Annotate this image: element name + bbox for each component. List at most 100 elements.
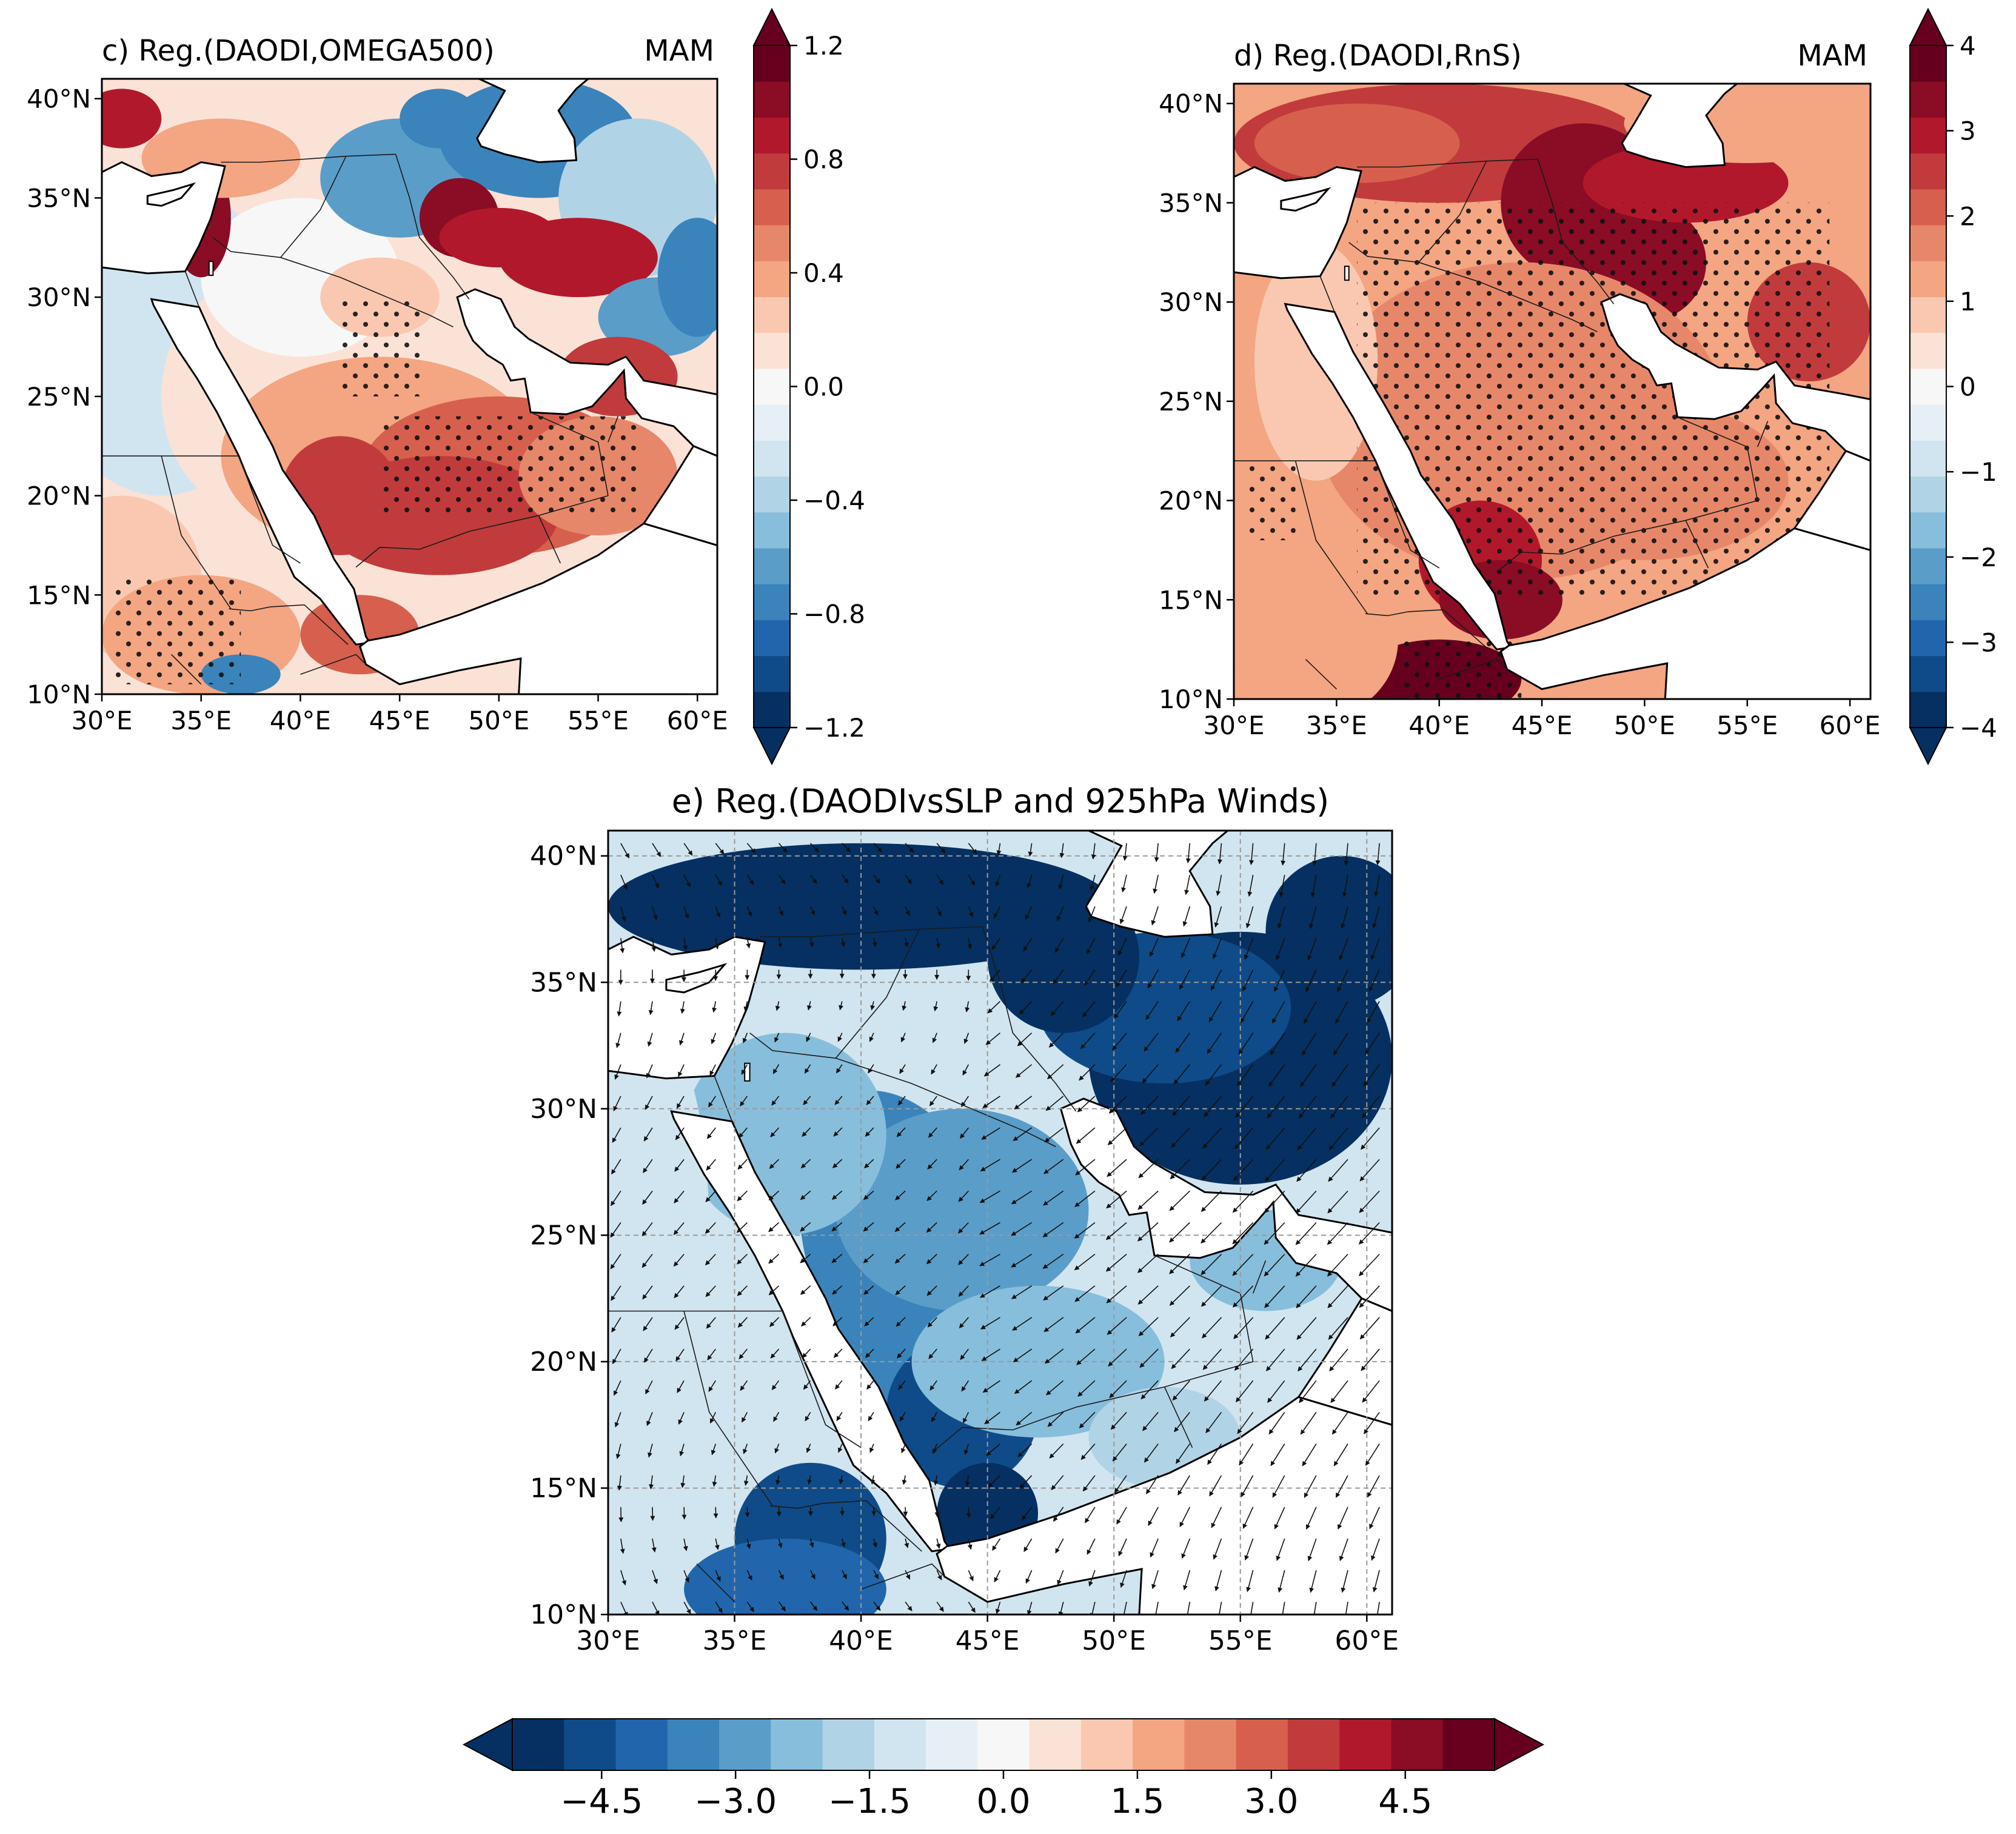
y-tick-label: 35°N (1159, 188, 1223, 218)
y-tick-label: 20°N (1159, 486, 1223, 516)
colorbar-segment (754, 655, 790, 692)
y-tick-label: 25°N (530, 1220, 597, 1251)
colorbar-segment (754, 296, 790, 333)
colorbar-segment (1236, 1719, 1288, 1770)
colorbar-segment (754, 225, 790, 261)
x-tick-label: 60°E (1820, 711, 1881, 740)
colorbar-segment (754, 368, 790, 405)
panel-d-frame (1233, 82, 1872, 700)
colorbar-segment (754, 476, 790, 513)
x-tick-label: 45°E (956, 1625, 1020, 1656)
x-tick-label: 55°E (1716, 711, 1778, 740)
x-tick-label: 45°E (1512, 711, 1573, 740)
colorbar-segment (1910, 512, 1946, 549)
colorbar-tick-label: 0.0 (803, 372, 844, 402)
colorbar-tick-label: 1 (1960, 287, 1976, 316)
y-tick-label: 35°N (27, 183, 91, 213)
y-tick-label: 25°N (27, 382, 91, 412)
panel-e-title: e) Reg.(DAODIvsSLP and 925hPa Winds) (672, 782, 1329, 820)
colorbar-segment (1287, 1719, 1340, 1770)
panel-c-frame (101, 78, 718, 695)
colorbar-segment (754, 332, 790, 369)
y-tick-label: 25°N (1159, 387, 1223, 417)
y-tick-label: 40°N (530, 841, 597, 872)
colorbar-tick-label: −3 (1960, 628, 1997, 657)
x-tick-label: 30°E (576, 1625, 640, 1656)
y-tick-label: 20°N (27, 481, 91, 511)
colorbar-segment (754, 620, 790, 657)
colorbar-segment (564, 1719, 617, 1770)
x-tick-label: 30°E (1204, 711, 1265, 740)
y-tick-label: 30°N (530, 1094, 597, 1125)
colorbar-segment (1910, 655, 1946, 692)
panel-c-coastlines (102, 79, 717, 694)
colorbar-segment (1133, 1719, 1185, 1770)
panel-c-contour-field (102, 79, 717, 694)
colorbar-segment (1391, 1719, 1444, 1770)
colorbar-segment (1910, 547, 1946, 584)
colorbar-tick-label: −1 (1960, 457, 1997, 487)
panel-c-axis-ticks: 30°E 35°E 40°E 45°E 50°E 55°E 60°E 10°N 15°N 20°N… (27, 84, 728, 735)
x-tick-label: 50°E (468, 706, 529, 735)
x-tick-label: 50°E (1082, 1625, 1146, 1656)
y-tick-label: 40°N (27, 84, 91, 114)
x-tick-label: 40°E (829, 1625, 893, 1656)
colorbar-tick-label: 3 (1960, 116, 1976, 146)
y-tick-label: 10°N (27, 680, 91, 709)
colorbar-segment (1910, 153, 1946, 190)
y-tick-label: 15°N (27, 580, 91, 610)
colorbar-segment (754, 547, 790, 584)
colorbar-segment (1910, 189, 1946, 226)
colorbar-extend-top-icon (752, 7, 791, 46)
y-tick-label: 35°N (530, 967, 597, 998)
colorbar-segment (977, 1719, 1030, 1770)
colorbar-tick-label: −1.2 (803, 713, 865, 743)
colorbar-segment (615, 1719, 668, 1770)
x-tick-label: 45°E (369, 706, 430, 735)
colorbar-segment (754, 512, 790, 549)
colorbar-segment (1910, 368, 1946, 405)
panel-c-omega500: c) Reg.(DAODI,OMEGA500) MAM 30°E 35°E 40°E… (27, 7, 865, 766)
panel-d-title: d) Reg.(DAODI,RnS) (1234, 39, 1522, 73)
colorbar-extend-bottom-icon (752, 727, 791, 766)
x-tick-label: 60°E (1335, 1625, 1399, 1656)
panel-d-rns: d) Reg.(DAODI,RnS) MAM 30°E 35°E 40°E 45°E 5… (1159, 7, 1997, 766)
colorbar-tick-label: −0.4 (803, 486, 865, 515)
colorbar-extend-left-icon (462, 1718, 513, 1772)
x-tick-label: 30°E (72, 706, 133, 735)
y-tick-label: 15°N (530, 1473, 597, 1504)
colorbar-tick-label: 4 (1960, 31, 1976, 61)
colorbar-segment (1910, 584, 1946, 620)
colorbar-segment (754, 189, 790, 226)
colorbar-tick-label: 1.2 (803, 31, 844, 61)
x-tick-label: 60°E (667, 706, 728, 735)
panel-c-season: MAM (644, 34, 714, 68)
panel-e-slp-winds: e) Reg.(DAODIvsSLP and 925hPa Winds) 30°… (530, 782, 1399, 1656)
colorbar-tick-label: 2 (1960, 201, 1976, 231)
colorbar-segment (667, 1719, 720, 1770)
colorbar-segment (771, 1719, 823, 1770)
colorbar-tick-label: 0 (1960, 372, 1976, 402)
colorbar-segment (874, 1719, 926, 1770)
x-tick-label: 40°E (270, 706, 331, 735)
colorbar-extend-top-icon (1909, 7, 1947, 46)
colorbar-segment (719, 1719, 771, 1770)
panel-d-season: MAM (1797, 39, 1867, 73)
x-tick-label: 35°E (1306, 711, 1367, 740)
colorbar-segment (1910, 440, 1946, 477)
colorbar-tick-label: 4.5 (1378, 1782, 1432, 1821)
x-tick-label: 35°E (170, 706, 232, 735)
colorbar-segment (926, 1719, 978, 1770)
colorbar-tick-label: −0.8 (803, 600, 865, 629)
colorbar-segment (754, 440, 790, 477)
y-tick-label: 30°N (27, 283, 91, 312)
colorbar-tick-label: 3.0 (1244, 1782, 1298, 1821)
colorbar-segment (754, 584, 790, 620)
y-tick-label: 30°N (1159, 287, 1223, 317)
colorbar-segment (1910, 81, 1946, 118)
panel-d-coastlines (1234, 84, 1870, 699)
y-tick-label: 10°N (530, 1599, 597, 1630)
colorbar-segment (1339, 1719, 1391, 1770)
colorbar-segment (754, 691, 790, 728)
